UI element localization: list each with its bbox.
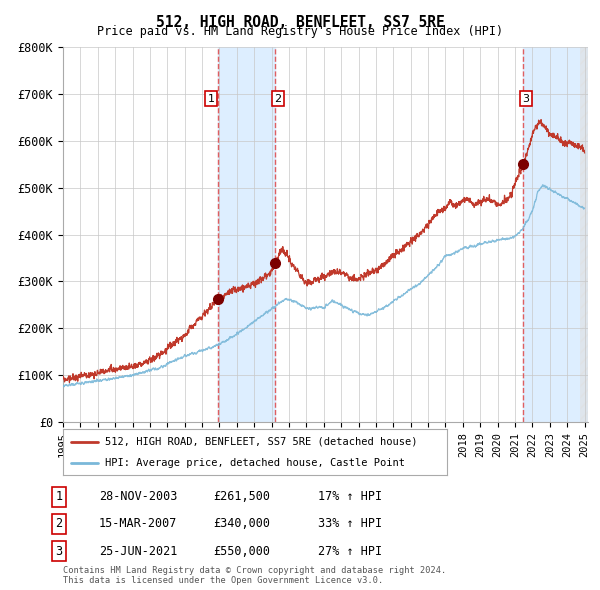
Text: This data is licensed under the Open Government Licence v3.0.: This data is licensed under the Open Gov… — [63, 576, 383, 585]
Text: 1: 1 — [208, 94, 214, 104]
Text: 27% ↑ HPI: 27% ↑ HPI — [318, 545, 382, 558]
Text: 25-JUN-2021: 25-JUN-2021 — [99, 545, 178, 558]
Text: £340,000: £340,000 — [213, 517, 270, 530]
Text: 1: 1 — [55, 490, 62, 503]
Text: Price paid vs. HM Land Registry's House Price Index (HPI): Price paid vs. HM Land Registry's House … — [97, 25, 503, 38]
Text: 512, HIGH ROAD, BENFLEET, SS7 5RE (detached house): 512, HIGH ROAD, BENFLEET, SS7 5RE (detac… — [105, 437, 418, 447]
Text: 2: 2 — [55, 517, 62, 530]
Text: 512, HIGH ROAD, BENFLEET, SS7 5RE: 512, HIGH ROAD, BENFLEET, SS7 5RE — [155, 15, 445, 30]
Text: £550,000: £550,000 — [213, 545, 270, 558]
Text: 33% ↑ HPI: 33% ↑ HPI — [318, 517, 382, 530]
Bar — [218, 47, 275, 422]
Text: 28-NOV-2003: 28-NOV-2003 — [99, 490, 178, 503]
Text: 2: 2 — [274, 94, 281, 104]
Bar — [523, 47, 588, 422]
Text: 17% ↑ HPI: 17% ↑ HPI — [318, 490, 382, 503]
Text: 15-MAR-2007: 15-MAR-2007 — [99, 517, 178, 530]
Text: Contains HM Land Registry data © Crown copyright and database right 2024.: Contains HM Land Registry data © Crown c… — [63, 566, 446, 575]
Text: HPI: Average price, detached house, Castle Point: HPI: Average price, detached house, Cast… — [105, 458, 405, 468]
Text: 3: 3 — [55, 545, 62, 558]
Text: £261,500: £261,500 — [213, 490, 270, 503]
Bar — [580, 47, 588, 422]
Text: 3: 3 — [523, 94, 529, 104]
